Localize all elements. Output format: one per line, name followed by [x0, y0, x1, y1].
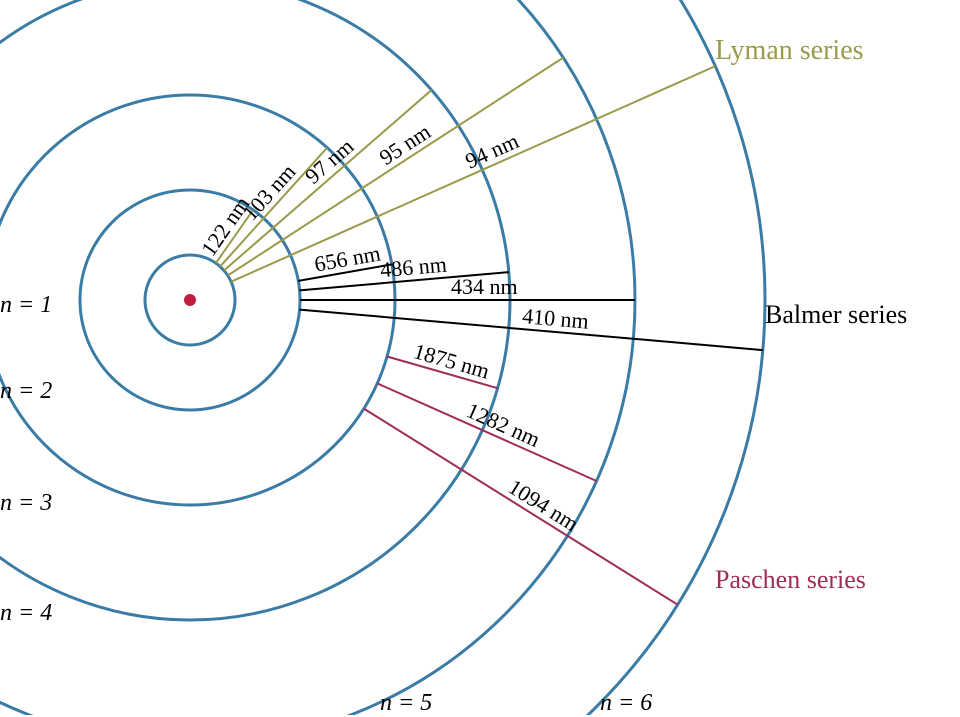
nucleus [184, 294, 196, 306]
wavelength-label: 656 nm [312, 240, 382, 276]
wavelength-label: 434 nm [451, 274, 518, 299]
orbit-n6 [0, 0, 765, 715]
wavelength-label: 1875 nm [411, 338, 493, 383]
wavelength-label: 1094 nm [504, 474, 583, 536]
hydrogen-spectrum-diagram: 122 nm103 nm97 nm95 nm94 nm656 nm486 nm4… [0, 0, 960, 715]
orbit-label-4: n = 4 [0, 600, 52, 627]
wavelength-label: 95 nm [375, 119, 435, 170]
lyman-series-label: Lyman series [715, 35, 864, 67]
balmer-series-label: Balmer series [765, 300, 907, 330]
orbit-label-5: n = 5 [380, 690, 432, 717]
wavelength-label: 103 nm [237, 159, 300, 225]
orbit-n4 [0, 0, 510, 620]
transition-line [377, 383, 596, 481]
orbit-label-2: n = 2 [0, 378, 52, 405]
orbit-label-6: n = 6 [600, 690, 652, 717]
orbit-label-1: n = 1 [0, 292, 52, 319]
transition-line [224, 90, 432, 270]
wavelength-label: 94 nm [461, 128, 522, 173]
paschen-series-label: Paschen series [715, 565, 866, 595]
orbit-label-3: n = 3 [0, 490, 52, 517]
